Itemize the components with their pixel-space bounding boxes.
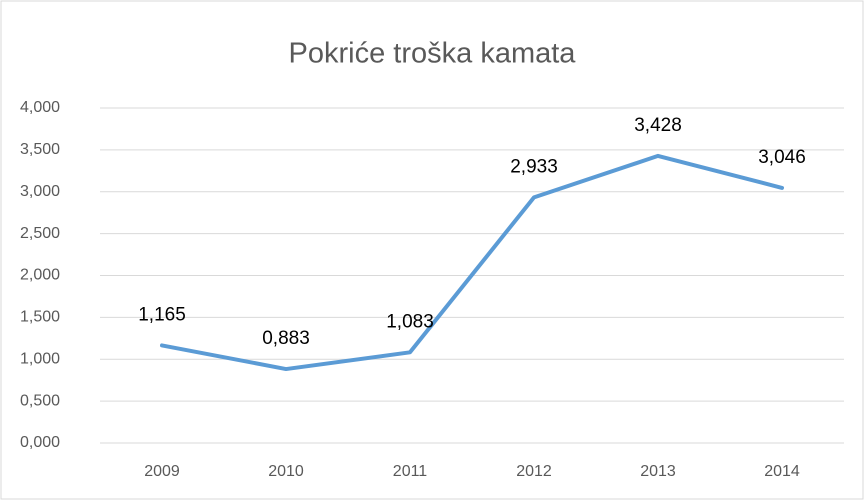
x-tick-label: 2013 [640, 463, 676, 480]
x-tick-label: 2014 [764, 463, 800, 480]
data-label: 3,428 [634, 115, 682, 136]
data-label: 1,083 [386, 311, 434, 332]
y-tick-label: 4,000 [20, 99, 60, 116]
y-tick-label: 0,500 [20, 392, 60, 409]
data-label: 2,933 [510, 156, 558, 177]
y-tick-label: 3,000 [20, 183, 60, 200]
data-label: 3,046 [758, 147, 806, 168]
data-label: 1,165 [138, 304, 186, 325]
chart-title: Pokriće troška kamata [289, 38, 577, 70]
y-tick-label: 2,500 [20, 225, 60, 242]
x-tick-label: 2011 [393, 463, 428, 480]
y-tick-label: 3,500 [20, 141, 60, 158]
x-tick-label: 2009 [144, 463, 180, 480]
x-tick-label: 2012 [516, 463, 552, 480]
y-tick-label: 1,500 [20, 309, 60, 326]
data-label: 0,883 [262, 328, 310, 349]
line-series [160, 153, 784, 372]
y-tick-label: 2,000 [20, 267, 60, 284]
y-tick-label: 0,000 [20, 434, 60, 451]
y-tick-label: 1,000 [20, 350, 60, 367]
x-tick-label: 2010 [268, 463, 304, 480]
